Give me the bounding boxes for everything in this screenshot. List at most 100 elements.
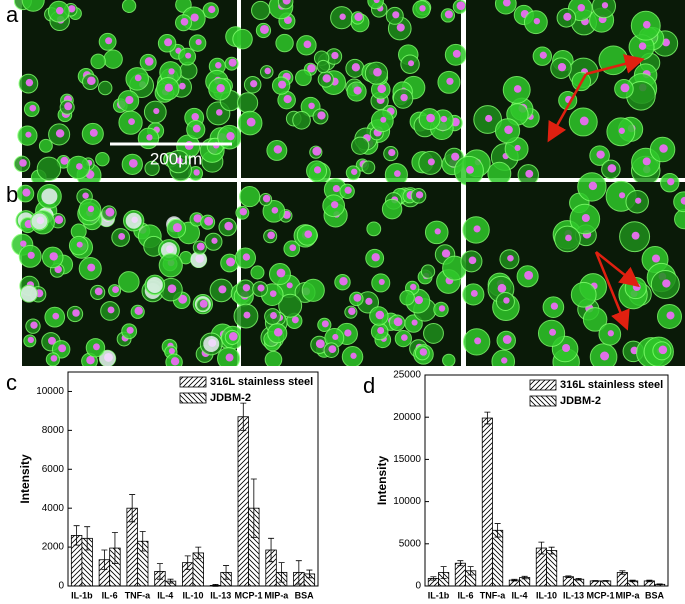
nucleus (328, 345, 337, 354)
x-tick-label: IL-4 (157, 590, 173, 599)
nucleus (304, 230, 313, 239)
nucleus (58, 344, 67, 353)
nucleus (208, 5, 216, 14)
nucleus (273, 327, 283, 337)
nucleus (49, 252, 58, 261)
nucleus (308, 102, 315, 110)
nucleus (388, 148, 396, 157)
cell (487, 161, 512, 186)
nucleus (317, 111, 326, 120)
nucleus (414, 295, 423, 305)
nucleus (87, 263, 96, 272)
bright-spot (203, 335, 220, 352)
nucleus (600, 351, 610, 361)
panel-label: b (6, 182, 18, 207)
nucleus (470, 290, 478, 297)
cell (423, 322, 444, 344)
nucleus (134, 74, 142, 82)
error-bar (494, 523, 501, 538)
nucleus (270, 312, 277, 319)
nucleus (168, 68, 175, 75)
nucleus (419, 5, 426, 12)
nucleus (283, 94, 292, 104)
nucleus (19, 159, 27, 167)
chart: c Intensity 0 2000 4000 6000 8000 10000 IL-1b IL-… (6, 370, 319, 600)
nucleus (502, 0, 511, 7)
cell (21, 0, 45, 12)
nucleus (54, 215, 64, 224)
cell (295, 69, 312, 87)
cell (278, 293, 303, 318)
cell (301, 278, 325, 302)
nucleus (507, 254, 514, 262)
bar (454, 562, 466, 587)
nucleus (273, 145, 283, 154)
nucleus (419, 348, 428, 356)
nucleus (557, 63, 567, 72)
micrograph (230, 177, 468, 366)
nucleus (642, 157, 651, 166)
nucleus (444, 10, 453, 19)
nucleus (55, 129, 65, 138)
error-bar (111, 532, 118, 565)
x-tick-label: IL-13 (210, 590, 231, 599)
chart: d Intensity 0 5000 10000 15000 20000 25000 IL-1b… (363, 370, 669, 600)
nucleus (20, 240, 27, 247)
nucleus (400, 93, 408, 102)
nucleus (126, 326, 134, 334)
nucleus (164, 83, 173, 92)
nucleus (339, 13, 346, 20)
cell (95, 151, 110, 167)
cell (361, 160, 376, 175)
nucleus (502, 335, 512, 344)
y-tick-label: 6000 (42, 464, 65, 475)
nucleus (312, 146, 322, 156)
cell (239, 186, 261, 208)
nucleus (667, 178, 675, 186)
bar (562, 576, 574, 587)
nucleus (533, 17, 541, 25)
error-bar (511, 578, 518, 582)
nucleus (286, 282, 293, 289)
nucleus (588, 181, 598, 191)
bright-spot (125, 212, 142, 229)
nucleus (282, 0, 291, 5)
error-bar (602, 580, 609, 582)
nucleus (87, 76, 96, 86)
error-bar (129, 494, 136, 523)
error-bar (484, 411, 491, 425)
nucleus (332, 184, 340, 193)
cell (118, 271, 140, 293)
nucleus (394, 170, 401, 177)
nucleus (339, 277, 348, 286)
nucleus (620, 83, 630, 93)
nucleus (303, 40, 312, 49)
nucleus (485, 114, 493, 123)
cell (97, 80, 113, 96)
nucleus (321, 320, 329, 328)
nucleus (228, 332, 238, 341)
nucleus (377, 326, 385, 335)
nucleus (89, 128, 98, 137)
bright-spot (20, 285, 37, 302)
cell (232, 28, 253, 50)
nucleus (27, 251, 35, 259)
nucleus (64, 102, 73, 111)
nucleus (225, 353, 234, 362)
x-tick-label: IL-13 (563, 590, 584, 599)
nucleus (196, 242, 205, 251)
nucleus (146, 134, 153, 141)
x-tick-label: IL-10 (182, 590, 203, 599)
nucleus (501, 357, 508, 364)
nucleus (278, 80, 287, 89)
cell (582, 307, 608, 332)
nucleus (134, 306, 143, 316)
nucleus (565, 234, 572, 242)
plot-frame (424, 374, 669, 587)
nucleus (441, 249, 451, 258)
y-tick-label: 5000 (399, 538, 422, 549)
nucleus (128, 118, 135, 126)
nucleus (601, 2, 609, 9)
nucleus (377, 84, 387, 94)
panel-label: c (6, 370, 17, 395)
